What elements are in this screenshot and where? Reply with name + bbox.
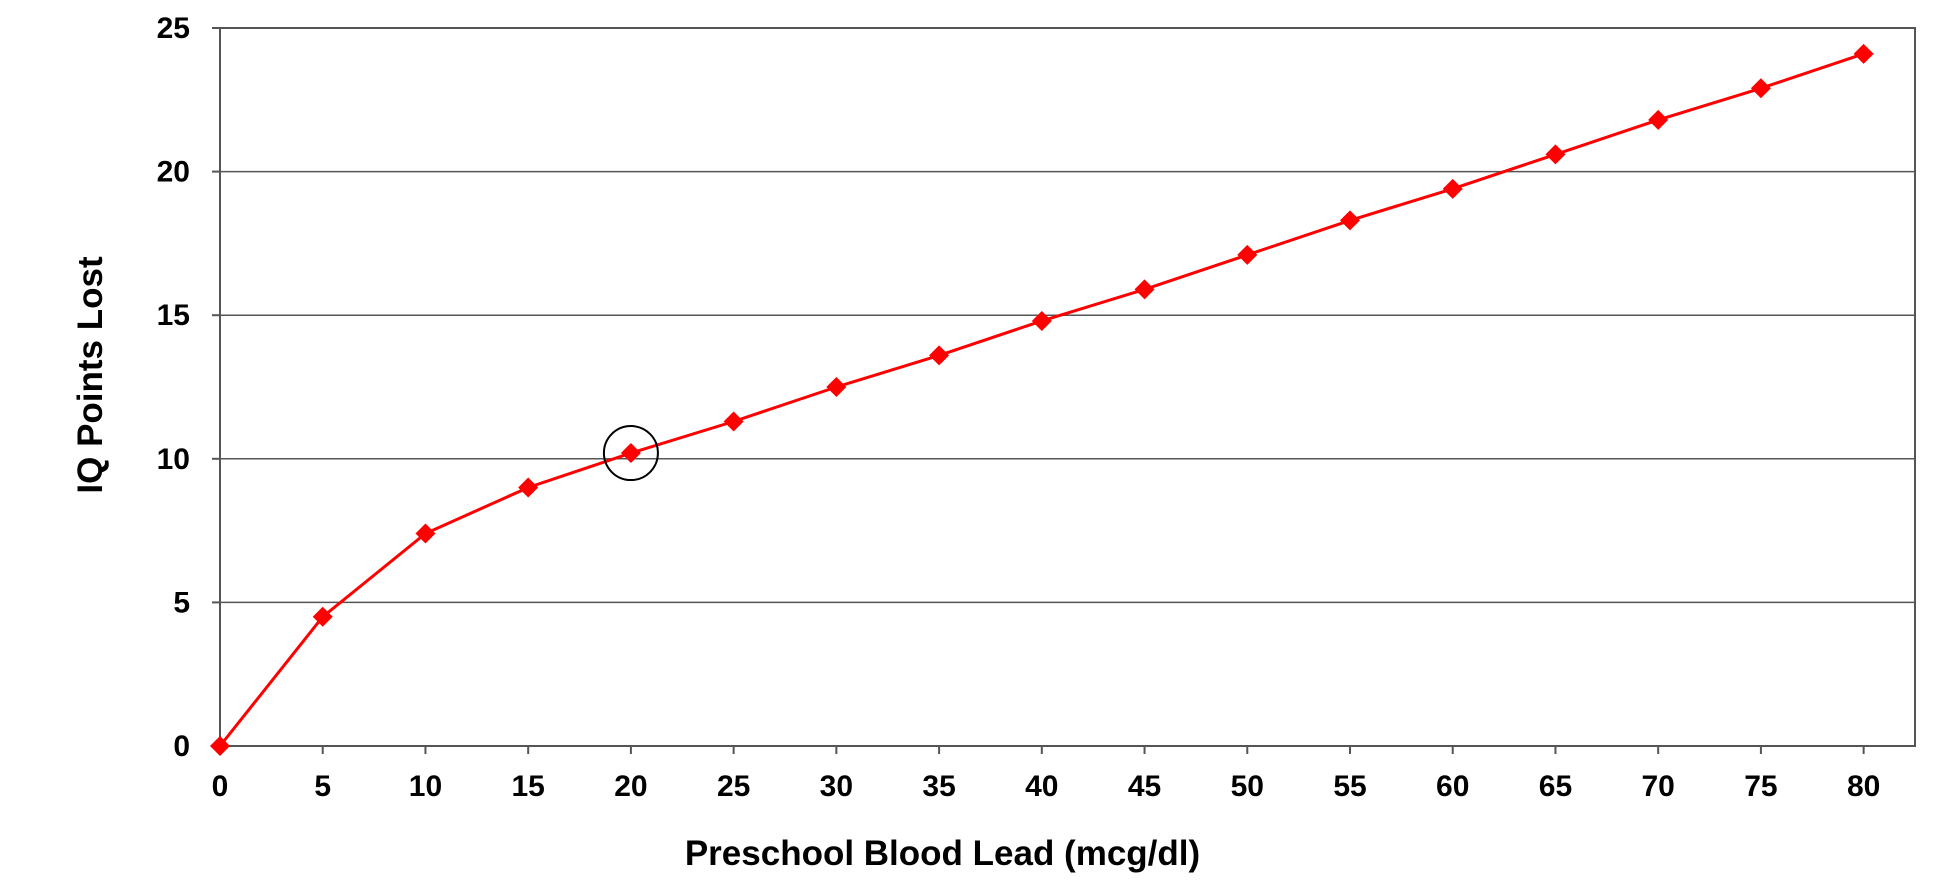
data-point-marker: [1340, 210, 1360, 231]
x-tick-label: 40: [1025, 770, 1058, 803]
data-point-marker: [1750, 78, 1771, 99]
data-point-marker: [826, 377, 847, 397]
x-tick-label: 15: [511, 770, 544, 803]
series-line: [218, 52, 1865, 747]
x-tick-label: 20: [614, 770, 647, 803]
y-tick-label: 20: [157, 156, 190, 189]
data-point-marker: [1853, 43, 1874, 64]
x-tick-label: 70: [1641, 770, 1674, 803]
x-tick-label: 55: [1333, 770, 1366, 803]
data-point-marker: [518, 477, 539, 498]
x-tick-label: 5: [314, 770, 331, 803]
data-point-marker: [1442, 178, 1463, 199]
x-tick-label: 65: [1539, 770, 1572, 803]
x-tick-label: 25: [717, 770, 750, 803]
data-markers: [210, 43, 1874, 756]
data-point-marker: [1237, 244, 1258, 265]
gridlines: [220, 170, 1915, 604]
x-tick-label: 60: [1436, 770, 1469, 803]
data-point-marker: [415, 523, 436, 544]
y-tick-label: 0: [173, 730, 190, 763]
x-tick-label: 10: [409, 770, 442, 803]
highlight-circle: [602, 425, 659, 482]
data-point-marker: [1031, 310, 1052, 331]
y-tick-label: 5: [173, 586, 190, 619]
data-point-marker: [723, 411, 744, 432]
x-axis-title: Preschool Blood Lead (mcg/dl): [685, 834, 1200, 873]
data-point-marker: [1134, 279, 1155, 300]
x-axis-ticks: 0 5 10 15 20 25 30 35 40 45 50 55 60 65 70 75 80: [212, 746, 1880, 803]
x-tick-label: 45: [1128, 770, 1161, 803]
y-tick-label: 10: [157, 443, 190, 476]
data-point-marker: [620, 443, 641, 464]
x-tick-label: 80: [1847, 770, 1880, 803]
y-tick-label: 15: [157, 299, 190, 332]
plot-area-frame: [219, 27, 1916, 747]
x-tick-label: 0: [212, 770, 229, 803]
x-tick-label: 75: [1744, 770, 1777, 803]
data-point-marker: [210, 736, 230, 756]
x-tick-label: 50: [1231, 770, 1264, 803]
data-point-marker: [929, 345, 950, 366]
y-tick-label: 25: [157, 12, 190, 45]
data-point-marker: [312, 606, 333, 627]
data-point-marker: [1648, 109, 1669, 130]
data-point-marker: [1545, 144, 1566, 165]
y-axis-ticks: 0 5 10 15 20 25: [157, 12, 220, 763]
x-tick-label: 30: [820, 770, 853, 803]
x-tick-label: 35: [922, 770, 955, 803]
y-axis-title: IQ Points Lost: [71, 256, 110, 494]
